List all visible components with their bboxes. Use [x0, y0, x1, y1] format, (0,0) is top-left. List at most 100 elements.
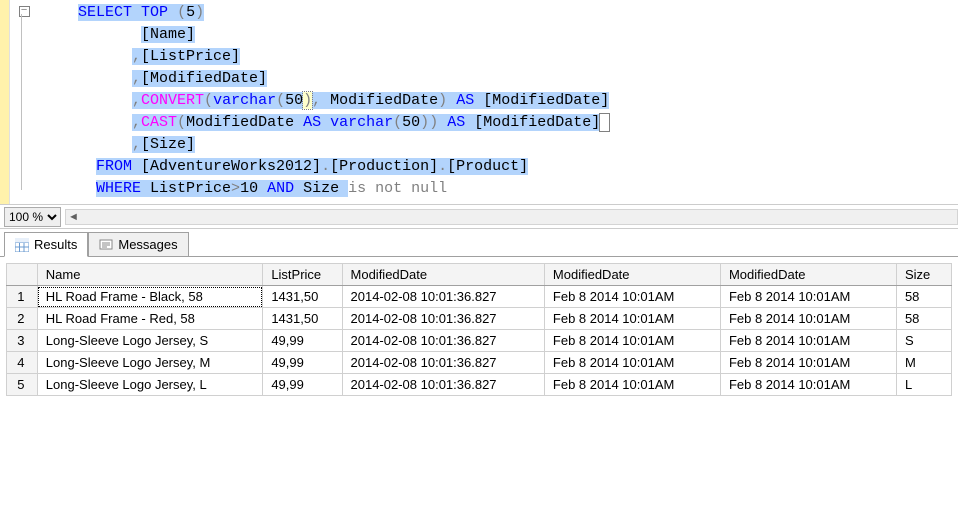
grid-cell[interactable]: Feb 8 2014 10:01AM	[720, 286, 896, 308]
grid-cell[interactable]: Feb 8 2014 10:01AM	[720, 308, 896, 330]
column-header[interactable]: Name	[37, 264, 263, 286]
sql-token: SELECT	[78, 4, 132, 21]
grid-cell[interactable]: Feb 8 2014 10:01AM	[720, 374, 896, 396]
sql-token: ,	[132, 114, 141, 131]
column-header[interactable]: ModifiedDate	[544, 264, 720, 286]
code-line[interactable]: ,[ModifiedDate]	[10, 68, 958, 90]
sql-token: (	[276, 92, 285, 109]
sql-token: [ModifiedDate]	[465, 114, 600, 131]
messages-icon	[99, 238, 113, 252]
tab-messages[interactable]: Messages	[88, 232, 188, 257]
sql-token: ,	[132, 48, 141, 65]
grid-cell[interactable]: 2014-02-08 10:01:36.827	[342, 374, 544, 396]
horizontal-scrollbar[interactable]: ◄	[65, 209, 958, 225]
grid-cell[interactable]: HL Road Frame - Black, 58	[37, 286, 263, 308]
column-header[interactable]: ListPrice	[263, 264, 342, 286]
sql-token: varchar	[330, 114, 393, 131]
sql-token: AS	[303, 114, 321, 131]
grid-cell[interactable]: Feb 8 2014 10:01AM	[544, 330, 720, 352]
grid-cell[interactable]: 2014-02-08 10:01:36.827	[342, 286, 544, 308]
grid-cell[interactable]: 49,99	[263, 374, 342, 396]
sql-token: varchar	[213, 92, 276, 109]
grid-cell[interactable]: Feb 8 2014 10:01AM	[544, 308, 720, 330]
row-number-cell[interactable]: 5	[7, 374, 38, 396]
code-line[interactable]: ,[ListPrice]	[10, 46, 958, 68]
sql-token: FROM	[96, 158, 132, 175]
sql-token: 50	[402, 114, 420, 131]
grid-cell[interactable]: Long-Sleeve Logo Jersey, S	[37, 330, 263, 352]
grid-cell[interactable]: 2014-02-08 10:01:36.827	[342, 330, 544, 352]
row-number-cell[interactable]: 2	[7, 308, 38, 330]
table-row[interactable]: 4Long-Sleeve Logo Jersey, M49,992014-02-…	[7, 352, 952, 374]
grid-cell[interactable]: Feb 8 2014 10:01AM	[544, 286, 720, 308]
sql-token	[168, 4, 177, 21]
row-number-cell[interactable]: 4	[7, 352, 38, 374]
code-line[interactable]: ,CONVERT(varchar(50), ModifiedDate) AS […	[10, 90, 958, 112]
grid-cell[interactable]: L	[896, 374, 951, 396]
zoom-toolbar: 100 % ◄	[0, 205, 958, 229]
sql-token: ModifiedDate	[321, 92, 438, 109]
editor-gutter	[0, 0, 10, 204]
sql-token: [Name]	[141, 26, 195, 43]
sql-token: ,	[132, 136, 141, 153]
table-row[interactable]: 2HL Road Frame - Red, 581431,502014-02-0…	[7, 308, 952, 330]
grid-cell[interactable]: 2014-02-08 10:01:36.827	[342, 352, 544, 374]
zoom-select[interactable]: 100 %	[4, 207, 61, 227]
grid-cell[interactable]: 58	[896, 286, 951, 308]
table-row[interactable]: 5Long-Sleeve Logo Jersey, L49,992014-02-…	[7, 374, 952, 396]
results-grid[interactable]: NameListPriceModifiedDateModifiedDateMod…	[6, 263, 952, 396]
code-line[interactable]: ,[Size]	[10, 134, 958, 156]
sql-token: ,	[312, 92, 321, 109]
fold-column: −	[16, 2, 32, 24]
sql-token: 5	[186, 4, 195, 21]
sql-token: (	[204, 92, 213, 109]
code-line[interactable]: WHERE ListPrice>10 AND Size is not null	[10, 178, 958, 200]
grid-cell[interactable]: 1431,50	[263, 286, 342, 308]
sql-token: ,	[132, 92, 141, 109]
sql-code-area[interactable]: − SELECT TOP (5) [Name] ,[ListPrice] ,[M…	[10, 0, 958, 204]
grid-cell[interactable]: S	[896, 330, 951, 352]
code-line[interactable]: SELECT TOP (5)	[10, 2, 958, 24]
sql-token: )	[420, 114, 429, 131]
sql-token: ,	[132, 70, 141, 87]
table-row[interactable]: 1HL Road Frame - Black, 581431,502014-02…	[7, 286, 952, 308]
sql-token: 50	[285, 92, 303, 109]
sql-token: ListPrice	[141, 180, 231, 197]
grid-cell[interactable]: Feb 8 2014 10:01AM	[544, 374, 720, 396]
sql-token	[438, 114, 447, 131]
tab-results[interactable]: Results	[4, 232, 88, 257]
grid-cell[interactable]: Long-Sleeve Logo Jersey, M	[37, 352, 263, 374]
sql-token: )	[438, 92, 447, 109]
code-line[interactable]: ,CAST(ModifiedDate AS varchar(50)) AS [M…	[10, 112, 958, 134]
code-line[interactable]: FROM [AdventureWorks2012].[Production].[…	[10, 156, 958, 178]
row-number-header[interactable]	[7, 264, 38, 286]
grid-cell[interactable]: Long-Sleeve Logo Jersey, L	[37, 374, 263, 396]
sql-token	[402, 180, 411, 197]
sql-token	[366, 180, 375, 197]
sql-token	[447, 92, 456, 109]
column-header[interactable]: Size	[896, 264, 951, 286]
grid-cell[interactable]: 49,99	[263, 352, 342, 374]
grid-cell[interactable]: 49,99	[263, 330, 342, 352]
grid-cell[interactable]: Feb 8 2014 10:01AM	[544, 352, 720, 374]
table-row[interactable]: 3Long-Sleeve Logo Jersey, S49,992014-02-…	[7, 330, 952, 352]
grid-cell[interactable]: HL Road Frame - Red, 58	[37, 308, 263, 330]
row-number-cell[interactable]: 1	[7, 286, 38, 308]
grid-cell[interactable]: M	[896, 352, 951, 374]
code-line[interactable]: [Name]	[10, 24, 958, 46]
sql-token: [ModifiedDate]	[141, 70, 267, 87]
grid-cell[interactable]: Feb 8 2014 10:01AM	[720, 330, 896, 352]
grid-cell[interactable]: 1431,50	[263, 308, 342, 330]
tab-messages-label: Messages	[118, 237, 177, 252]
column-header[interactable]: ModifiedDate	[720, 264, 896, 286]
column-header[interactable]: ModifiedDate	[342, 264, 544, 286]
sql-token: null	[411, 180, 447, 197]
tab-results-label: Results	[34, 237, 77, 252]
row-number-cell[interactable]: 3	[7, 330, 38, 352]
grid-cell[interactable]: Feb 8 2014 10:01AM	[720, 352, 896, 374]
grid-cell[interactable]: 58	[896, 308, 951, 330]
scroll-left-arrow-icon[interactable]: ◄	[68, 211, 79, 223]
sql-token: )	[429, 114, 438, 131]
grid-cell[interactable]: 2014-02-08 10:01:36.827	[342, 308, 544, 330]
sql-token: CAST	[141, 114, 177, 131]
